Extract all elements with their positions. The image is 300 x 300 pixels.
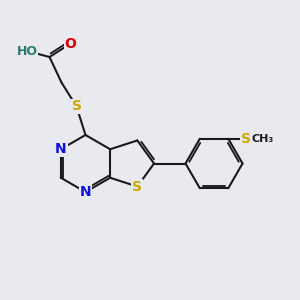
Text: O: O bbox=[64, 37, 76, 50]
Text: S: S bbox=[241, 132, 251, 146]
Text: HO: HO bbox=[16, 44, 38, 58]
Text: N: N bbox=[55, 142, 67, 156]
Text: S: S bbox=[71, 100, 82, 113]
Text: S: S bbox=[132, 180, 142, 194]
Text: CH₃: CH₃ bbox=[252, 134, 274, 144]
Text: N: N bbox=[80, 185, 91, 199]
